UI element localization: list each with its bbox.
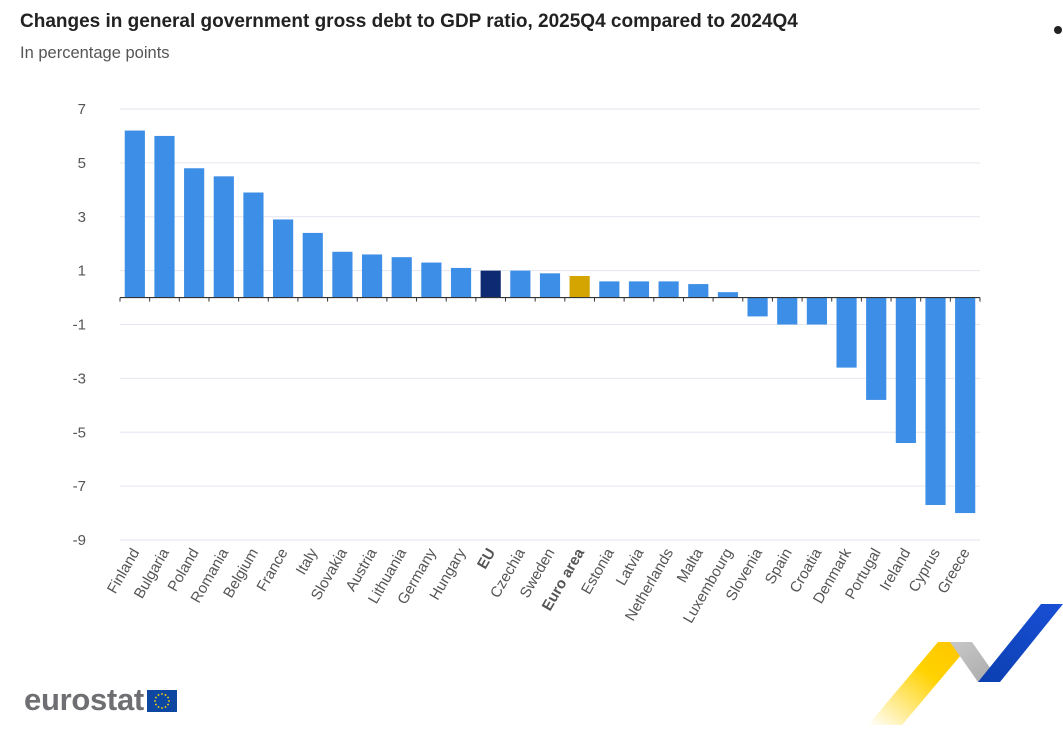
flag-star [167,703,169,706]
bar-austria[interactable] [361,254,383,298]
bar-malta[interactable] [688,284,709,298]
bar-bulgaria[interactable] [154,135,175,298]
bar-euro-area[interactable] [569,276,590,298]
bar-luxembourg[interactable] [717,292,739,298]
flag-star [168,700,170,702]
chart-subtitle: In percentage points [20,44,170,62]
bar-eu[interactable] [480,270,501,298]
bar-cyprus[interactable] [925,297,946,505]
y-tick-label: 7 [78,101,86,118]
bar-estonia[interactable] [599,281,620,298]
y-axis-ticks: 7 5 3 1 -1 -3 -5 -7 -9 [73,101,86,549]
bar-denmark[interactable] [836,297,857,368]
bar-greece[interactable] [955,297,976,514]
bar-finland[interactable] [124,130,145,298]
bar-croatia[interactable] [806,297,827,325]
bar-slovakia[interactable] [332,251,353,298]
decorative-chevron-graphic [868,604,1063,725]
x-tick-label: EU [474,546,499,573]
x-tick-label: Italy [293,545,322,578]
bar-sweden[interactable] [539,273,561,298]
y-tick-label: 3 [78,209,86,226]
x-axis-ticks: FinlandBulgariaPolandRomaniaBelgiumFranc… [104,545,974,626]
flag-star [167,696,169,699]
bar-spain[interactable] [777,297,798,325]
bar-latvia[interactable] [628,281,650,298]
bars [124,130,976,514]
eurostat-logo: eurostat [24,682,177,717]
bar-hungary[interactable] [450,267,472,298]
y-tick-label: 1 [78,263,86,280]
y-tick-label: -3 [73,370,86,387]
bar-france[interactable] [273,219,294,298]
y-tick-label: -9 [73,532,86,549]
eu-flag-icon [146,690,177,712]
bar-czechia[interactable] [510,270,531,298]
flag-star [161,693,163,695]
y-tick-label: 5 [78,155,86,172]
chart-title: Changes in general government gross debt… [20,11,798,32]
flag-star [164,694,167,696]
bar-italy[interactable] [302,232,323,298]
flag-star [154,700,156,702]
flag-star [157,694,160,696]
bar-portugal[interactable] [866,297,887,400]
flag-star [154,703,157,706]
zero-line [119,296,981,302]
bar-poland[interactable] [184,168,205,298]
logo-text: eurostat [24,682,144,717]
flag-star [157,706,160,708]
bar-belgium[interactable] [243,192,264,298]
bar-romania[interactable] [213,176,234,298]
y-tick-label: -7 [73,478,86,495]
chart-menu-icon[interactable] [1054,26,1062,34]
y-tick-label: -5 [73,424,86,441]
bar-lithuania[interactable] [391,257,412,298]
flag-star [164,706,167,708]
bar-germany[interactable] [421,262,442,298]
bar-ireland[interactable] [895,297,916,444]
y-tick-label: -1 [73,317,86,334]
bar-netherlands[interactable] [658,281,679,298]
bar-slovenia[interactable] [747,297,768,317]
flag-star [154,696,157,699]
flag-star [161,707,163,709]
